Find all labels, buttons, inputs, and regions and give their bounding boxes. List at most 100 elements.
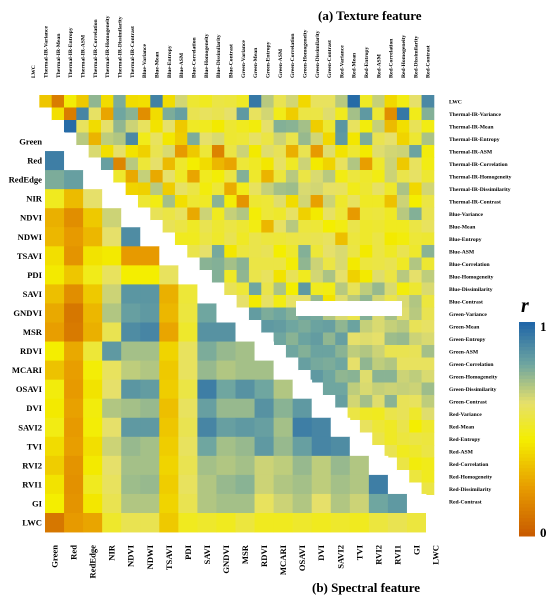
spectral-cell bbox=[292, 455, 313, 476]
spectral-cell bbox=[178, 455, 198, 476]
texture-cell bbox=[421, 132, 435, 146]
spectral-cell bbox=[83, 170, 103, 190]
texture-cell bbox=[396, 157, 410, 171]
texture-cell bbox=[396, 132, 410, 146]
texture-cell bbox=[310, 220, 324, 233]
texture-cell bbox=[347, 370, 361, 383]
texture-cell bbox=[347, 220, 361, 233]
texture-cell bbox=[347, 357, 361, 371]
texture-cell bbox=[174, 145, 188, 158]
texture-cell bbox=[261, 282, 274, 296]
spectral-cell bbox=[45, 493, 65, 514]
texture-cell bbox=[421, 195, 435, 208]
texture-cell bbox=[347, 257, 361, 271]
texture-cell bbox=[162, 95, 176, 108]
spectral-cell bbox=[197, 322, 217, 342]
texture-cell bbox=[421, 332, 435, 346]
texture-cell bbox=[211, 195, 225, 208]
texture-cell bbox=[396, 432, 410, 446]
texture-cell bbox=[409, 107, 422, 121]
texture-cell bbox=[273, 145, 287, 158]
spectral-row-label-ndvi: NDVI bbox=[20, 213, 43, 223]
texture-cell bbox=[236, 182, 250, 196]
spectral-cell bbox=[64, 265, 84, 285]
spectral-cell bbox=[197, 360, 217, 381]
texture-cell bbox=[359, 282, 373, 296]
texture-cell bbox=[137, 107, 151, 121]
spectral-cell bbox=[159, 246, 179, 266]
texture-cell bbox=[310, 270, 324, 283]
colorbar-segment bbox=[519, 450, 535, 455]
texture-cell bbox=[113, 107, 127, 121]
spectral-cell bbox=[121, 436, 141, 457]
texture-cell bbox=[359, 157, 373, 171]
spectral-cell bbox=[121, 474, 141, 495]
texture-cell bbox=[199, 195, 213, 208]
texture-col-label-red-asm: Red-ASM bbox=[376, 53, 382, 78]
texture-cell bbox=[409, 395, 422, 408]
spectral-col-label-savi2: SAVI2 bbox=[335, 545, 345, 569]
colorbar-segment bbox=[519, 354, 535, 359]
texture-cell bbox=[211, 220, 225, 233]
spectral-cell bbox=[273, 398, 294, 419]
texture-cell bbox=[322, 345, 336, 358]
texture-cell bbox=[347, 320, 361, 333]
spectral-cell bbox=[140, 455, 160, 476]
texture-cell bbox=[298, 120, 311, 133]
spectral-cell bbox=[83, 303, 103, 323]
texture-cell bbox=[359, 320, 373, 333]
texture-col-label-lwc: LWC bbox=[31, 65, 37, 78]
texture-cell bbox=[310, 357, 324, 371]
spectral-col-label-gi: GI bbox=[412, 544, 422, 555]
spectral-cell bbox=[102, 493, 122, 514]
spectral-cell bbox=[387, 474, 408, 495]
spectral-cell bbox=[140, 379, 160, 400]
texture-row-label-green-asm: Green-ASM bbox=[449, 349, 479, 355]
texture-cell bbox=[150, 207, 164, 221]
heatmap-labels: LWC Thermal-IR-Variance Thermal-IR-Mean The… bbox=[9, 15, 512, 578]
colorbar-segment bbox=[519, 346, 535, 352]
texture-cell bbox=[396, 332, 410, 346]
colorbar-segment bbox=[519, 418, 535, 423]
texture-cell bbox=[137, 95, 151, 108]
texture-cell bbox=[310, 132, 324, 146]
texture-cell bbox=[298, 282, 311, 296]
texture-cell bbox=[162, 207, 176, 221]
texture-cell bbox=[372, 432, 385, 446]
texture-cell bbox=[335, 382, 348, 396]
spectral-cell bbox=[235, 513, 255, 533]
spectral-cell bbox=[159, 474, 179, 495]
texture-cell bbox=[335, 357, 348, 371]
spectral-cell bbox=[216, 379, 236, 400]
texture-cell bbox=[409, 307, 422, 321]
texture-cell bbox=[409, 407, 422, 421]
texture-cell bbox=[298, 170, 311, 183]
spectral-cell bbox=[254, 474, 274, 495]
texture-cell bbox=[248, 157, 262, 171]
texture-cell bbox=[285, 332, 299, 346]
spectral-cell bbox=[216, 303, 236, 323]
texture-cell bbox=[88, 145, 102, 158]
spectral-cell bbox=[197, 303, 217, 323]
texture-cell bbox=[396, 257, 410, 271]
texture-cell bbox=[384, 107, 398, 121]
texture-cell bbox=[174, 132, 188, 146]
texture-row-label-red-contrast: Red-Contrast bbox=[449, 499, 482, 505]
spectral-row-label-nir: NIR bbox=[26, 194, 43, 204]
spectral-col-label-ndvi: NDVI bbox=[126, 544, 136, 567]
spectral-cell bbox=[45, 398, 65, 419]
spectral-row-label-rvi1: RVI1 bbox=[22, 479, 42, 489]
texture-cell bbox=[51, 95, 65, 108]
texture-cell bbox=[51, 120, 65, 133]
texture-cell bbox=[409, 320, 422, 333]
texture-cell bbox=[273, 107, 287, 121]
texture-cell bbox=[384, 232, 398, 246]
texture-cell bbox=[421, 470, 435, 483]
texture-cell bbox=[248, 207, 262, 221]
colorbar-segment bbox=[519, 478, 535, 483]
texture-col-label-thermal-ir-asm: Thermal-IR-ASM bbox=[81, 34, 87, 78]
spectral-cell bbox=[254, 417, 274, 438]
texture-cell bbox=[384, 270, 398, 283]
texture-cell bbox=[421, 307, 435, 321]
texture-cell bbox=[310, 257, 324, 271]
